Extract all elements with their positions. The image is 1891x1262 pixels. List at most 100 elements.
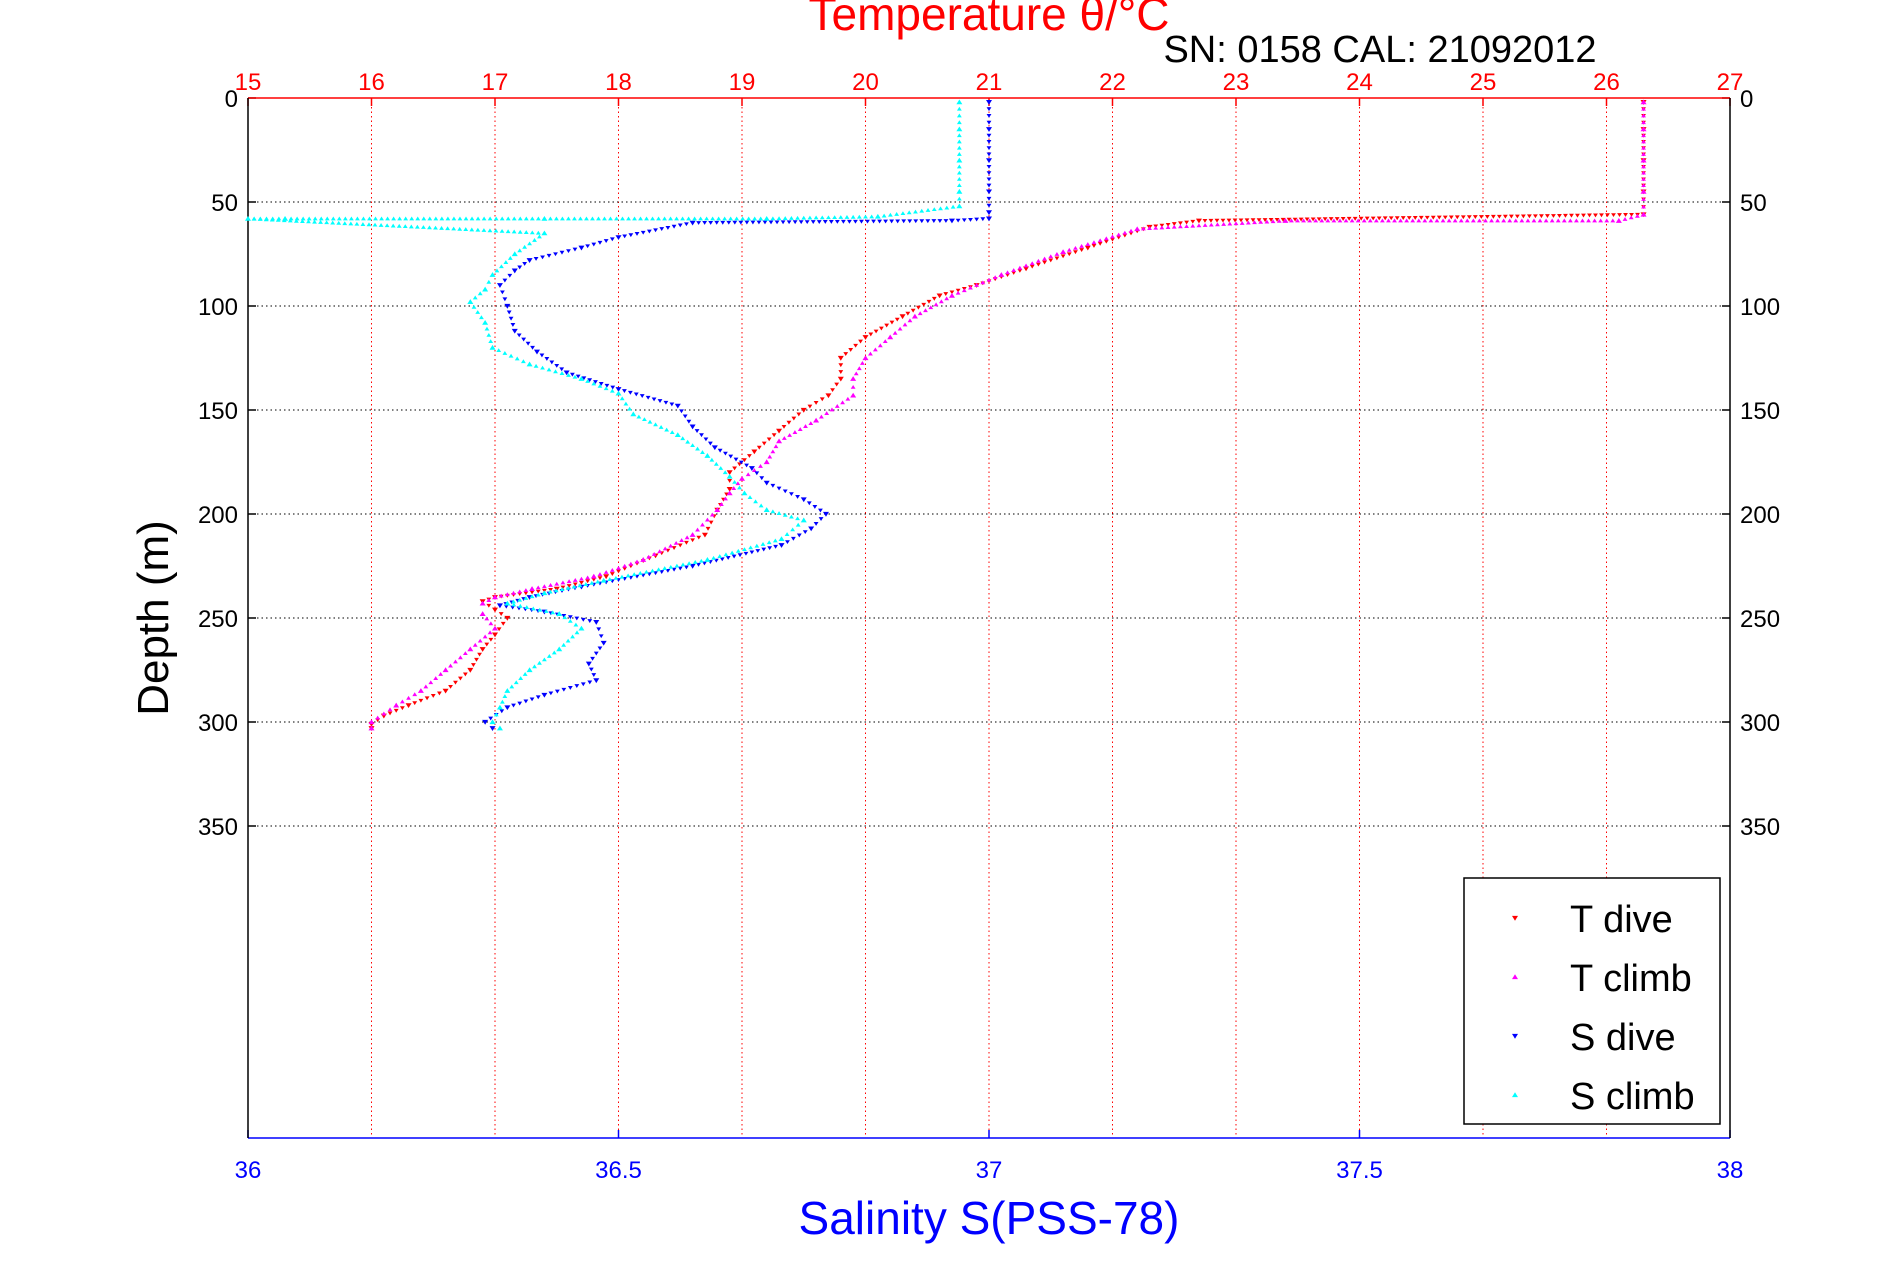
data-point <box>1641 197 1646 201</box>
series-s-dive <box>482 100 992 731</box>
data-point <box>728 454 734 459</box>
depth-tick-label-right: 200 <box>1740 502 1780 529</box>
data-point <box>742 547 747 552</box>
data-point <box>535 230 541 235</box>
data-point <box>548 691 554 696</box>
data-point <box>638 216 643 221</box>
data-point <box>546 253 552 258</box>
data-point <box>746 216 752 221</box>
data-point <box>560 585 566 590</box>
data-point <box>479 315 484 320</box>
data-point <box>926 299 932 304</box>
data-point <box>692 560 698 564</box>
data-point <box>1551 214 1556 218</box>
data-point <box>843 352 849 356</box>
data-point <box>566 373 571 377</box>
data-point <box>585 244 591 249</box>
data-point <box>263 217 269 222</box>
data-point <box>462 672 468 677</box>
data-point <box>554 363 560 368</box>
data-point <box>643 569 649 574</box>
data-point <box>532 237 537 242</box>
data-point <box>674 432 681 438</box>
data-point <box>756 220 762 225</box>
data-point <box>694 429 700 433</box>
data-point <box>1066 252 1072 257</box>
data-point <box>640 230 646 235</box>
data-point <box>375 715 381 720</box>
data-point <box>597 646 603 651</box>
data-point <box>686 216 691 221</box>
data-point <box>379 216 384 221</box>
data-point <box>503 260 509 264</box>
data-point <box>607 577 613 582</box>
data-point <box>634 232 640 236</box>
data-point <box>396 223 402 228</box>
legend-items: T dive T climb S dive S climb <box>1512 899 1695 1118</box>
data-point <box>571 584 577 589</box>
salinity-tick-label: 36 <box>235 1157 262 1184</box>
depth-tick-label-left: 150 <box>198 398 238 425</box>
data-point <box>1208 218 1214 223</box>
data-point <box>525 341 531 346</box>
data-point <box>1097 241 1103 246</box>
data-point <box>690 538 695 543</box>
data-point <box>609 568 615 572</box>
data-point <box>1641 176 1646 181</box>
data-point <box>986 114 992 118</box>
data-point <box>355 216 360 221</box>
data-point <box>723 451 728 456</box>
data-point <box>529 230 535 235</box>
data-point <box>754 471 760 476</box>
series-s-climb <box>245 99 963 731</box>
data-point <box>759 476 765 481</box>
data-point <box>986 210 992 216</box>
data-point <box>838 370 844 375</box>
data-point <box>808 526 815 532</box>
data-point <box>517 265 523 270</box>
data-point <box>710 216 716 221</box>
data-point <box>513 680 519 685</box>
data-point <box>553 588 559 593</box>
temperature-tick-label: 18 <box>605 69 632 96</box>
data-point <box>603 239 609 243</box>
data-point <box>763 507 770 512</box>
data-point <box>1581 213 1586 218</box>
data-point <box>630 411 637 417</box>
data-point <box>498 612 504 616</box>
data-point <box>662 566 668 571</box>
data-point <box>882 339 888 344</box>
data-point <box>1202 218 1208 223</box>
data-point <box>1539 214 1544 219</box>
data-point <box>330 220 336 225</box>
data-point <box>838 363 844 368</box>
data-point <box>597 576 603 581</box>
data-point <box>1343 218 1349 223</box>
data-point <box>686 561 692 566</box>
data-point <box>955 288 961 293</box>
data-point <box>889 320 895 325</box>
data-point <box>1276 218 1282 223</box>
data-point <box>632 216 637 221</box>
data-point <box>665 225 671 230</box>
data-point <box>542 584 547 589</box>
data-point <box>980 217 986 222</box>
data-point <box>792 220 798 225</box>
data-point <box>567 686 573 690</box>
data-point <box>1569 213 1574 218</box>
data-point <box>593 678 600 684</box>
data-point <box>496 627 502 632</box>
data-point <box>1147 226 1152 231</box>
data-point <box>689 532 696 537</box>
data-point <box>529 594 535 599</box>
data-point <box>608 216 613 221</box>
data-point <box>539 353 545 358</box>
data-point <box>1352 216 1358 221</box>
data-point <box>822 511 829 517</box>
data-point <box>840 400 845 405</box>
data-point <box>1220 218 1226 223</box>
data-point <box>477 291 483 296</box>
data-point <box>1029 264 1035 269</box>
data-point <box>813 215 819 220</box>
data-point <box>615 387 622 392</box>
